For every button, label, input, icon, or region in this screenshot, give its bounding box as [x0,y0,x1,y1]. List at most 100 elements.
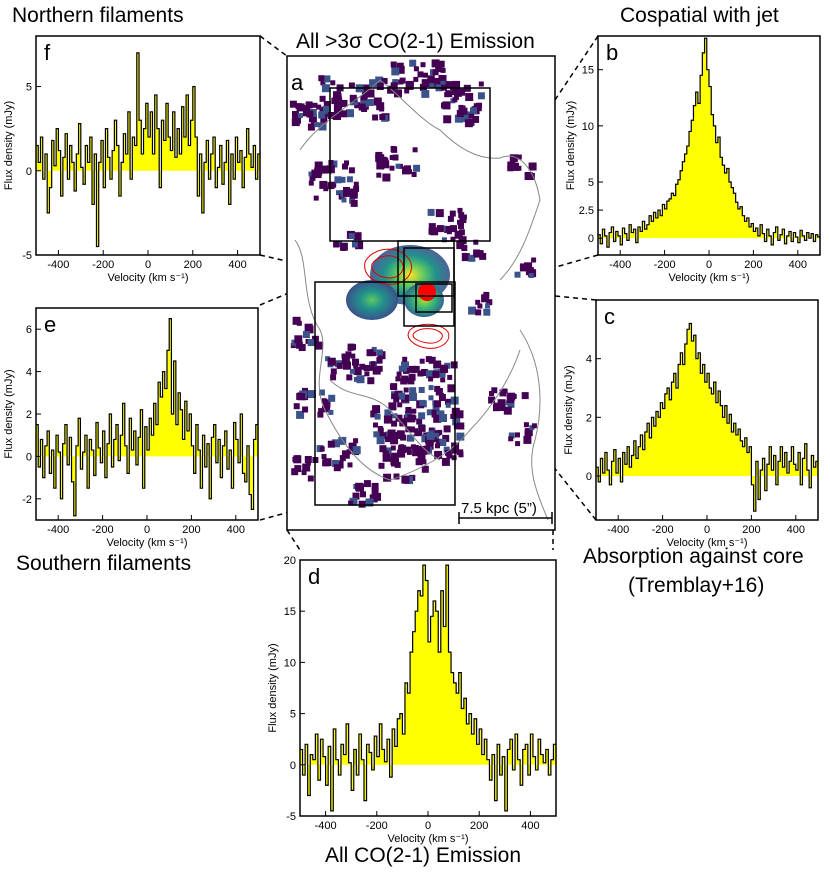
emission-pixel [350,353,356,359]
emission-pixel [404,88,410,94]
emission-pixel [331,99,337,105]
x-tick-label-e: -400 [47,524,69,536]
emission-pixel [339,110,347,118]
emission-pixel [412,448,421,457]
emission-pixel [397,449,406,458]
emission-pixel [358,103,366,111]
emission-pixel [432,371,440,379]
emission-pixel [297,113,303,118]
region-box-core [415,283,453,313]
emission-pixel [343,361,351,370]
emission-pixel [325,111,331,117]
emission-pixel [450,236,456,242]
emission-pixel [346,109,354,118]
emission-pixel [475,309,482,316]
emission-pixel [349,497,358,506]
emission-pixel [479,252,487,260]
emission-pixel [401,475,410,484]
radio-contours [364,248,450,349]
x-axis-label-d: Velocity (km s⁻¹) [388,833,469,845]
emission-pixel [348,167,355,174]
y-tick-label-b: 0 [588,233,594,245]
emission-pixel [440,80,448,88]
emission-pixel [420,369,428,376]
emission-pixel [524,262,533,271]
all-3sigma-title: All >3σ CO(2-1) Emission [296,30,535,53]
emission-pixel [437,60,445,68]
spectrum-panel-e: -400 -200 0 200 400 -2 0 2 4 6 Velocity (km s⁻¹) Fl… [3,307,259,549]
emission-pixel [359,363,366,370]
emission-pixel [341,356,350,364]
panel-letter-e: e [44,312,56,337]
emission-pixel [418,412,426,420]
emission-pixel [333,241,340,248]
emission-pixel [439,364,448,373]
x-tick-label-b: 0 [706,259,712,271]
emission-pixel [516,165,522,171]
emission-pixel [308,180,314,186]
emission-pixel [473,239,479,245]
emission-pixel [440,377,446,383]
emission-pixel [431,409,440,418]
x-tick-label-e: 400 [227,524,245,536]
emission-pixel [419,358,425,364]
emission-pixel [330,80,336,86]
emission-pixel [507,165,514,172]
emission-pixel [478,81,484,87]
emission-pixel [509,154,518,163]
y-tick-label-f: -5 [22,250,32,262]
southern-filaments-title: Southern filaments [16,552,192,575]
x-tick-label-f: -400 [47,259,69,271]
emission-pixel [523,422,529,428]
emission-pixel [395,163,401,169]
emission-pixel [390,61,397,68]
emission-pixel [317,411,324,418]
emission-pixel [450,413,456,419]
emission-pixel [405,426,412,433]
emission-pixel [528,268,535,275]
emission-pixel [421,89,430,98]
emission-pixel [460,107,468,115]
emission-pixel [442,101,451,110]
emission-pixel [390,445,396,451]
emission-pixel [293,403,300,410]
emission-pixel [381,160,390,169]
emission-pixel [392,154,399,161]
emission-pixel [318,389,325,396]
emission-pixel [413,445,419,450]
emission-pixel [379,114,386,120]
y-tick-label-c: 2 [586,412,592,424]
emission-pixel [436,225,444,233]
emission-pixel [372,405,381,414]
emission-pixel [528,162,537,171]
emission-pixel [392,79,399,86]
emission-pixel [511,393,517,399]
emission-pixel [435,390,441,396]
emission-pixel [390,452,399,461]
x-tick-label-c: 200 [742,524,760,536]
emission-pixel [515,441,521,447]
spectrum-plot-d [300,564,556,812]
emission-pixel [524,430,531,437]
emission-pixel [472,115,480,123]
emission-pixel [295,341,303,349]
emission-pixel [458,236,467,245]
emission-pixel [380,156,387,163]
panel-letter-c: c [604,304,615,329]
emission-pixel [369,79,378,88]
emission-pixel [375,151,383,159]
emission-pixel [309,174,316,181]
emission-pixel [314,171,322,179]
x-tick-label-e: -200 [92,524,114,536]
emission-pixel [428,376,434,382]
emission-pixel [302,463,311,472]
x-axis-label-b: Velocity (km s⁻¹) [669,272,750,284]
emission-pixel [507,396,514,403]
emission-pixel [402,356,408,362]
panel-frame-e [35,307,259,521]
emission-pixel [378,462,385,469]
emission-pixel [486,299,493,306]
emission-pixel [348,442,357,451]
emission-pixel [376,436,385,445]
emission-pixel [417,71,424,78]
